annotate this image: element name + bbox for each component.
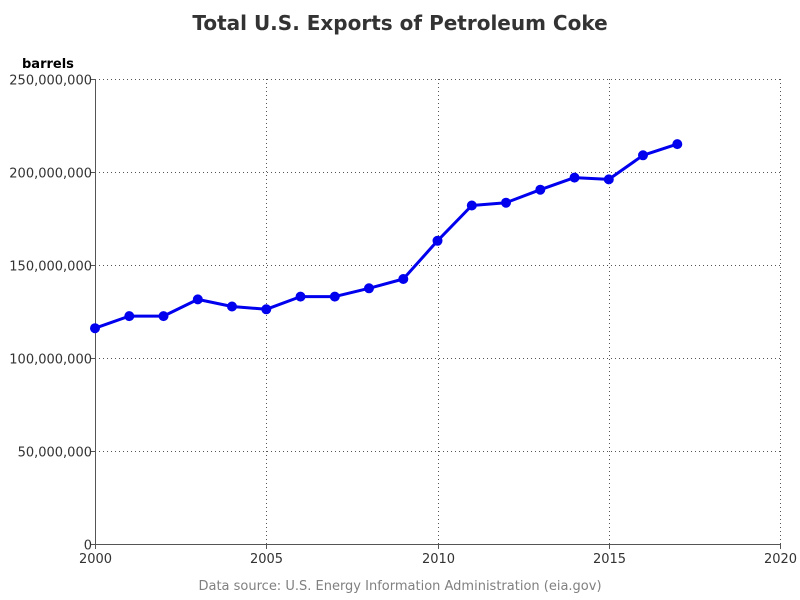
data-point: [398, 274, 409, 284]
data-point: [603, 174, 614, 185]
data-point: [569, 172, 580, 183]
data-point: [227, 301, 237, 312]
data-point: [501, 197, 511, 208]
y-axis-unit-label: barrels: [22, 57, 74, 72]
x-tick-label: 2000: [79, 552, 112, 567]
y-tick-label: 100,000,000: [9, 353, 92, 368]
axes: [90, 79, 781, 549]
y-tick-label: 250,000,000: [9, 74, 92, 89]
data-series: [90, 139, 683, 334]
y-tick-label: 0: [84, 539, 92, 554]
data-point: [432, 235, 443, 246]
data-point: [364, 283, 374, 294]
y-tick-label: 50,000,000: [18, 446, 92, 461]
data-point: [261, 304, 272, 315]
data-point: [158, 311, 169, 322]
data-point: [295, 291, 306, 302]
data-point: [329, 291, 340, 302]
data-point: [192, 294, 203, 305]
data-point: [466, 200, 477, 211]
y-tick-label: 200,000,000: [9, 167, 92, 182]
data-point: [124, 311, 135, 322]
series-line: [94, 142, 678, 330]
chart-title: Total U.S. Exports of Petroleum Coke: [192, 11, 607, 35]
x-tick-label: 2015: [593, 552, 626, 567]
x-tick-label: 2005: [250, 552, 283, 567]
data-point: [672, 139, 683, 150]
x-tick-label: 2010: [422, 552, 455, 567]
data-point: [638, 150, 648, 161]
tick-labels: 0 50,000,000 100,000,000 150,000,000 200,000…: [9, 74, 797, 568]
x-tick-label: 2020: [764, 552, 797, 567]
data-point: [535, 184, 546, 195]
data-point: [90, 323, 100, 334]
y-tick-label: 150,000,000: [9, 260, 92, 275]
data-source-note: Data source: U.S. Energy Information Adm…: [198, 579, 601, 594]
